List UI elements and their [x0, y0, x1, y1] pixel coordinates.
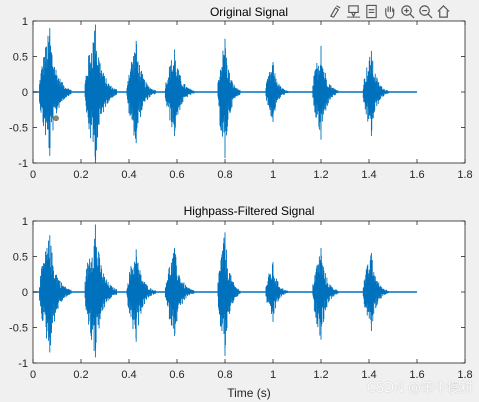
axis-ticks: 0 0.2 0.4 0.6 0.8 1 1.2 1.4 1.6 1.8 -1 -0.5 0 0.5 1	[9, 16, 473, 181]
signal-burst	[164, 247, 195, 337]
signal-burst	[84, 24, 118, 163]
signal-burst-trace	[84, 224, 118, 358]
signal-burst-trace	[265, 262, 289, 322]
zoom-out-icon[interactable]	[417, 2, 433, 20]
axes-original-signal[interactable]: 0 0.2 0.4 0.6 0.8 1 1.2 1.4 1.6 1.8 -1 -0.5 0 0.5 1 Or…	[9, 5, 473, 181]
signal-burst	[126, 249, 156, 342]
signal-burst	[312, 45, 339, 140]
signal-burst	[39, 28, 72, 156]
signal-burst-trace	[39, 235, 72, 353]
signal-burst-trace	[312, 45, 339, 140]
axes-highpass-filtered-signal[interactable]: 0 0.2 0.4 0.6 0.8 1 1.2 1.4 1.6 1.8 -1 -0.5 0 0.5 1 Hi…	[9, 204, 473, 400]
x-tick-label: 0.6	[169, 369, 184, 381]
x-tick-label: 1.2	[313, 169, 328, 181]
y-tick-label: 1	[22, 216, 28, 228]
signal-burst-trace	[217, 232, 241, 356]
y-tick-label: 0.5	[13, 52, 28, 64]
data-tip-marker[interactable]	[53, 115, 59, 122]
x-tick-label: 0.6	[169, 169, 184, 181]
y-tick-label: 0.5	[13, 252, 28, 264]
axes-toolbar	[327, 1, 471, 21]
signal-burst	[362, 50, 389, 137]
x-tick-label: 1	[270, 369, 276, 381]
signal-burst-trace	[362, 252, 389, 332]
signal-burst-trace	[126, 249, 156, 342]
x-tick-label: 1.6	[409, 169, 424, 181]
signal-burst	[84, 224, 118, 358]
signal-burst	[164, 49, 195, 137]
x-tick-label: 1.4	[361, 169, 376, 181]
pan-hand-icon[interactable]	[381, 2, 397, 20]
signal-burst-trace	[84, 24, 118, 163]
home-icon[interactable]	[435, 2, 451, 20]
x-tick-label: 0.2	[73, 169, 88, 181]
x-axis-label: Time (s)	[227, 386, 271, 400]
y-tick-label: -0.5	[9, 323, 28, 335]
x-tick-label: 1.4	[361, 369, 376, 381]
x-tick-label: 1	[270, 169, 276, 181]
signal-line	[33, 224, 417, 358]
x-tick-label: 1.6	[409, 369, 424, 381]
signal-burst	[312, 247, 339, 340]
x-tick-label: 0.8	[217, 169, 232, 181]
y-tick-label: 0	[22, 287, 28, 299]
signal-burst	[265, 262, 289, 322]
y-tick-label: 0	[22, 87, 28, 99]
signal-burst-trace	[164, 247, 195, 337]
signal-burst-trace	[265, 62, 289, 122]
signal-burst	[217, 38, 241, 159]
y-tick-label: -1	[18, 158, 28, 170]
signal-burst	[362, 252, 389, 332]
chart-title: Original Signal	[210, 5, 288, 19]
signal-burst	[217, 232, 241, 356]
zoom-in-icon[interactable]	[399, 2, 415, 20]
axis-ticks: 0 0.2 0.4 0.6 0.8 1 1.2 1.4 1.6 1.8 -1 -0.5 0 0.5 1	[9, 216, 473, 381]
x-tick-label: 0.4	[121, 369, 136, 381]
signal-burst	[265, 62, 289, 122]
signal-line	[33, 24, 417, 163]
y-tick-label: -0.5	[9, 123, 28, 135]
y-tick-label: -1	[18, 358, 28, 370]
x-tick-label: 0.4	[121, 169, 136, 181]
signal-burst-trace	[217, 38, 241, 159]
signal-burst	[39, 235, 72, 353]
signal-burst-trace	[126, 40, 156, 144]
signal-burst-trace	[39, 28, 72, 156]
brush-icon[interactable]	[327, 2, 343, 20]
data-tips-icon[interactable]	[345, 2, 361, 20]
x-tick-label: 0.2	[73, 369, 88, 381]
export-icon[interactable]	[363, 2, 379, 20]
signal-burst-trace	[312, 247, 339, 340]
x-tick-label: 1.8	[457, 169, 472, 181]
signal-burst-trace	[164, 49, 195, 137]
x-tick-label: 0	[30, 169, 36, 181]
x-tick-label: 0.8	[217, 369, 232, 381]
x-tick-label: 0	[30, 369, 36, 381]
x-tick-label: 1.2	[313, 369, 328, 381]
chart-title: Highpass-Filtered Signal	[184, 204, 315, 218]
watermark-text: CSDN @笨牛慢耕	[366, 381, 473, 396]
x-tick-label: 1.8	[457, 369, 472, 381]
y-tick-label: 1	[22, 16, 28, 28]
signal-burst	[126, 40, 156, 144]
signal-burst-trace	[362, 50, 389, 137]
